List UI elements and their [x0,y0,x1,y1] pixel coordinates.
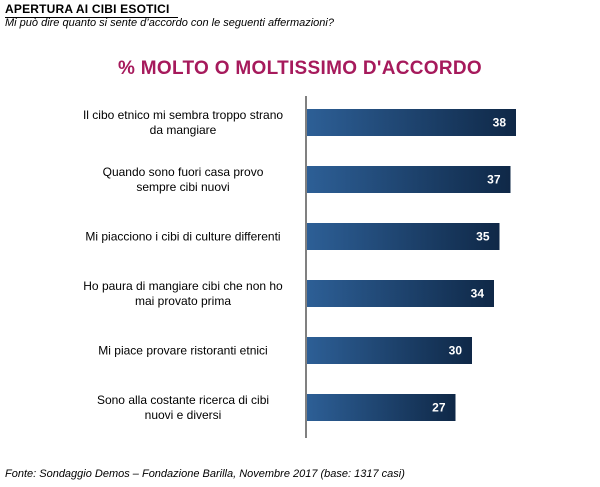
value-label-1: 38 [493,116,507,130]
bar-6 [307,394,456,421]
bar-3 [307,223,500,250]
category-label-1: Il cibo etnico mi sembra troppo strano da… [83,108,283,137]
value-label-4: 34 [471,287,485,301]
category-label-6: Sono alla costante ricerca di cibi nuovi … [97,393,269,422]
value-label-2: 37 [487,173,501,187]
bar-1 [307,109,516,136]
bar-4 [307,280,494,307]
value-label-5: 30 [449,344,463,358]
category-label-5: Mi piace provare ristoranti etnici [98,344,267,358]
bar-5 [307,337,472,364]
header-subtitle: Mi può dire quanto si sente d’accordo co… [5,17,334,29]
category-label-2: Quando sono fuori casa provo sempre cibi … [103,165,264,194]
value-label-3: 35 [476,230,490,244]
bar-2 [307,166,511,193]
category-label-3: Mi piacciono i cibi di culture different… [85,230,280,244]
header-title: APERTURA AI CIBI ESOTICI [5,2,170,16]
value-label-6: 27 [432,401,446,415]
source-note: Fonte: Sondaggio Demos – Fondazione Bari… [5,468,405,480]
header-underline [5,17,178,18]
category-label-4: Ho paura di mangiare cibi che non ho mai … [83,279,283,308]
chart-title: % MOLTO O MOLTISSIMO D'ACCORDO [118,58,482,79]
